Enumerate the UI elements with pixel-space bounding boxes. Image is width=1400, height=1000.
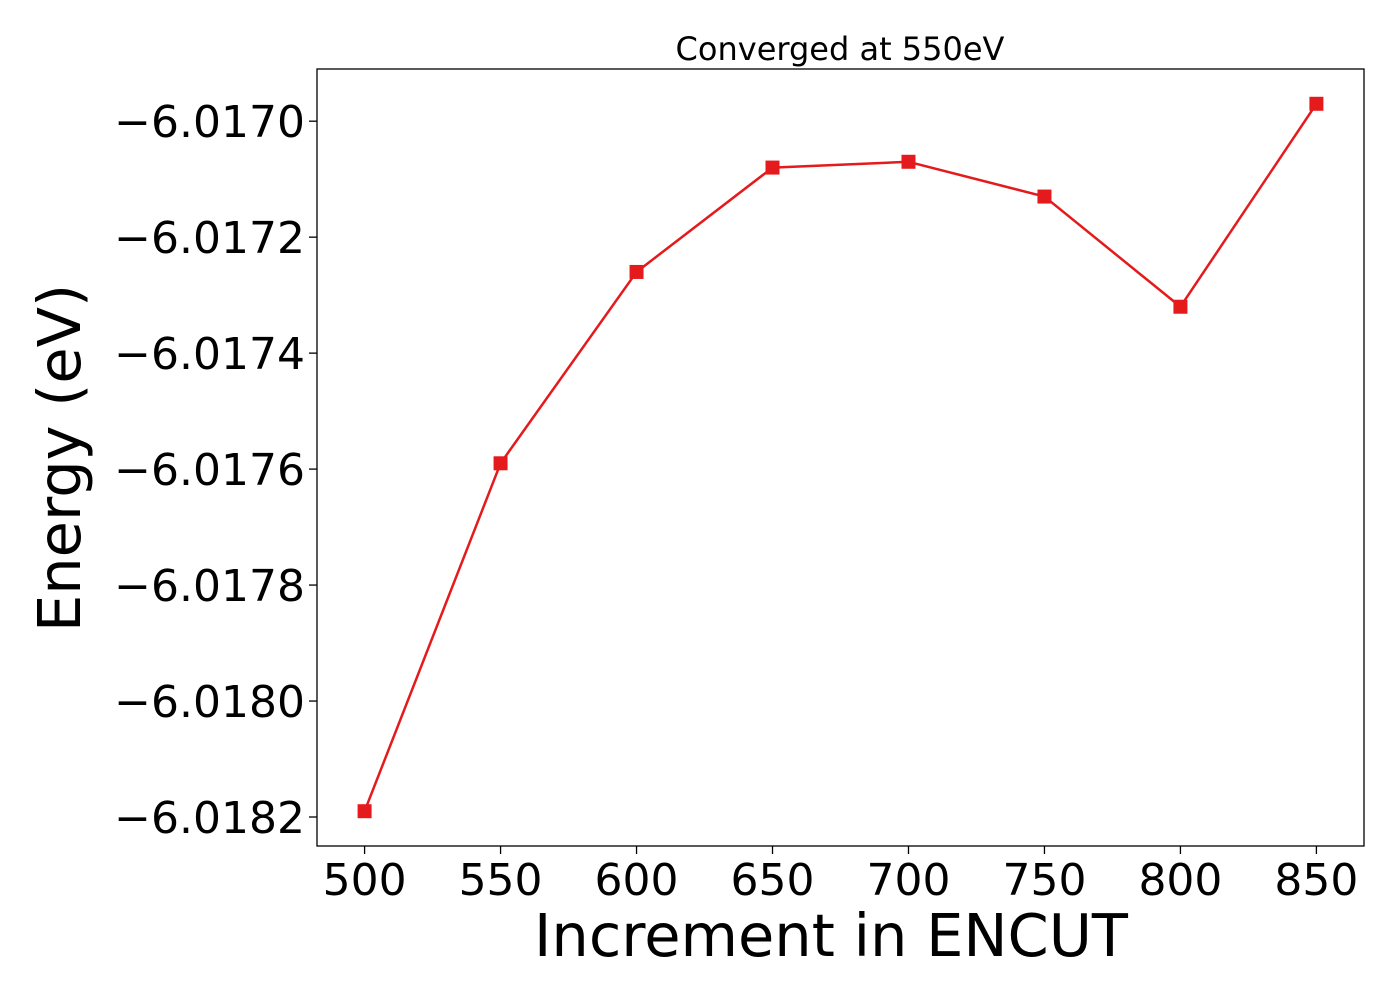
x-tick-label: 750	[1002, 855, 1086, 906]
x-tick-label: 850	[1274, 855, 1358, 906]
data-point-marker	[357, 804, 372, 819]
chart-title: Converged at 550eV	[676, 30, 1005, 68]
y-axis-ticks: −6.0182 −6.0180 −6.0178 −6.0176 −6.0174 −6.01…	[114, 97, 317, 844]
x-tick-label: 550	[459, 855, 543, 906]
y-tick-label: −6.0178	[114, 561, 305, 612]
x-tick-label: 800	[1138, 855, 1222, 906]
data-point-marker	[493, 456, 508, 471]
y-tick-label: −6.0174	[114, 329, 305, 380]
x-tick-label: 700	[866, 855, 950, 906]
y-tick-label: −6.0176	[114, 445, 305, 496]
y-tick-label: −6.0170	[114, 97, 305, 148]
x-axis-ticks: 500 550 600 650 700 750 800 850	[323, 846, 1358, 906]
y-tick-label: −6.0180	[114, 677, 305, 728]
x-tick-label: 500	[323, 855, 407, 906]
series-line	[363, 103, 1318, 812]
y-axis-label: Energy (eV)	[25, 284, 94, 632]
data-point-marker	[1037, 189, 1052, 204]
data-point-marker	[1309, 96, 1324, 111]
data-point-marker	[1173, 299, 1188, 314]
y-tick-label: −6.0172	[114, 213, 305, 264]
plot-frame	[316, 68, 1365, 847]
x-axis-label: Increment in ENCUT	[534, 901, 1129, 970]
data-point-marker	[765, 160, 780, 175]
series-layer	[357, 96, 1324, 819]
data-point-marker	[629, 264, 644, 279]
data-point-marker	[901, 154, 916, 169]
y-tick-label: −6.0182	[114, 793, 305, 844]
x-tick-label: 600	[595, 855, 679, 906]
x-tick-label: 650	[731, 855, 815, 906]
